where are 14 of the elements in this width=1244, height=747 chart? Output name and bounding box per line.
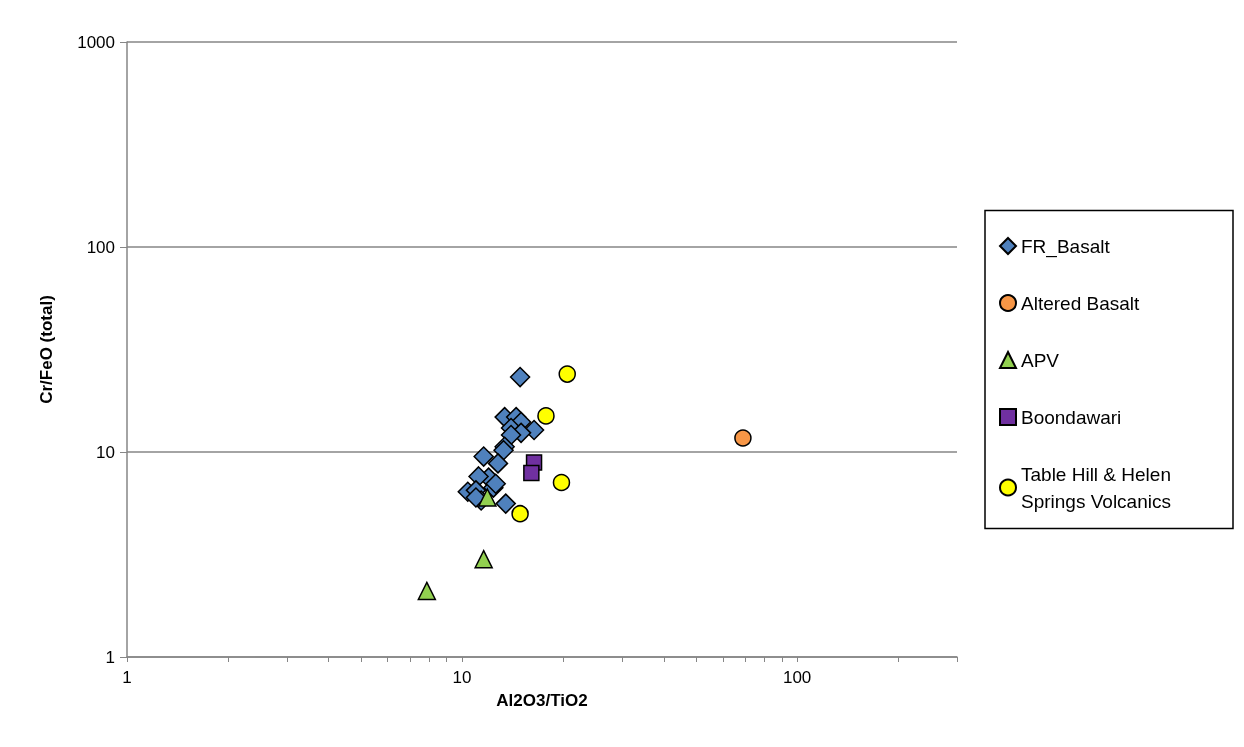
x-tick-label: 10	[452, 668, 472, 687]
legend-label: Boondawari	[1021, 406, 1122, 428]
y-tick-label: 100	[86, 237, 115, 257]
x-tick-label: 100	[782, 668, 812, 687]
legend-label: Altered Basalt	[1021, 292, 1141, 314]
legend-label: FR_Basalt	[1021, 235, 1111, 258]
legend-label: APV	[1021, 349, 1060, 371]
x-tick-label: 1	[122, 668, 132, 687]
y-axis-title: Cr/FeO (total)	[37, 295, 56, 404]
legend-label: Table Hill & Helen Springs Volcanics	[1021, 463, 1177, 512]
y-tick-label: 10	[96, 442, 115, 462]
y-tick-label: 1	[105, 647, 115, 667]
y-tick-label: 1000	[77, 32, 115, 52]
x-axis-title: Al2O3/TiO2	[496, 691, 588, 710]
